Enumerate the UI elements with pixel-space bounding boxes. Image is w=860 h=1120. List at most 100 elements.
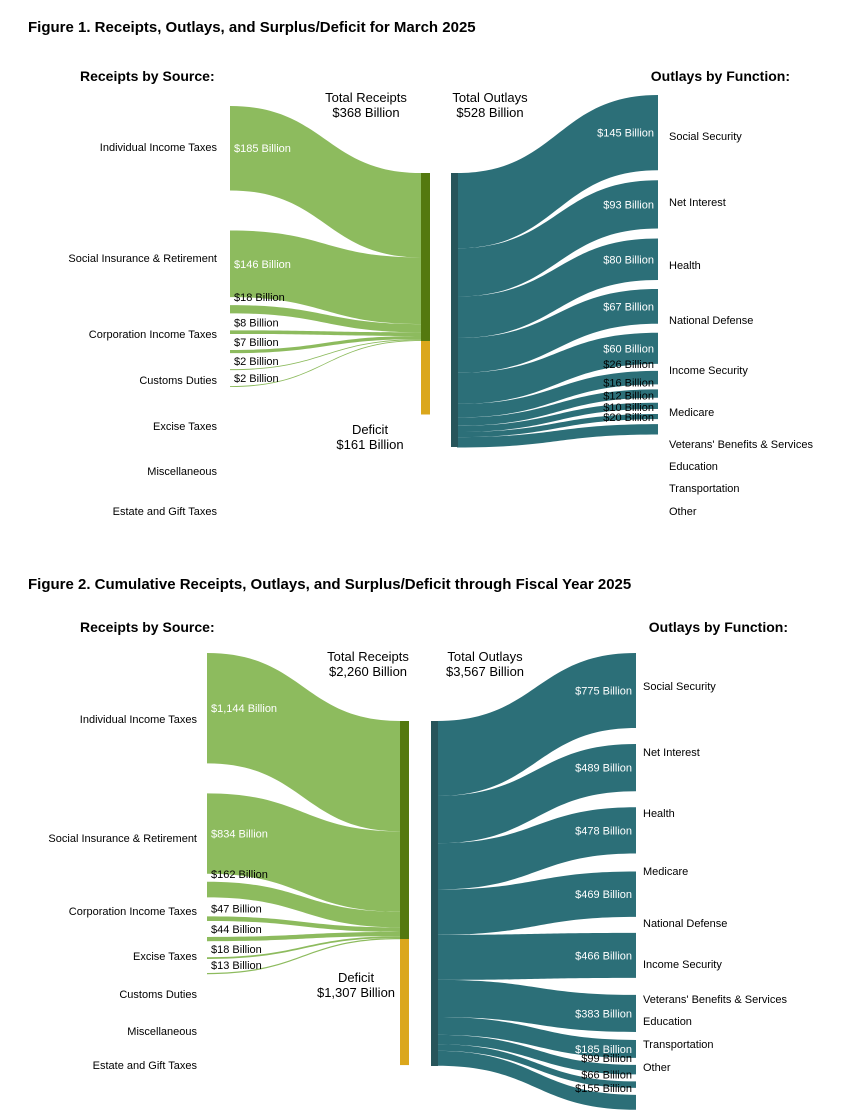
- outlay-name-transportation: Transportation: [669, 483, 740, 495]
- receipts-heading: Receipts by Source:: [80, 68, 215, 84]
- outlay-value-education: $99 Billion: [581, 1053, 632, 1065]
- outlay-value-health: $478 Billion: [575, 825, 632, 837]
- receipt-name-miscellaneous: Miscellaneous: [147, 466, 217, 478]
- receipt-flow-corporation-income-taxes: [207, 881, 400, 928]
- outlay-flow-net-interest: [457, 180, 658, 297]
- receipt-value-estate-and-gift-taxes: $2 Billion: [234, 373, 279, 385]
- outlay-name-national-defense: National Defense: [669, 315, 753, 327]
- outlay-name-net-interest: Net Interest: [669, 197, 726, 209]
- flows: [230, 95, 658, 448]
- receipt-name-miscellaneous: Miscellaneous: [127, 1026, 197, 1038]
- outlay-name-national-defense: National Defense: [643, 918, 727, 930]
- outlay-flow-medicare: [437, 871, 636, 935]
- outlay-flow-income-security: [437, 979, 636, 1032]
- outlay-value-national-defense: $466 Billion: [575, 950, 632, 962]
- deficit-bar: [421, 341, 430, 415]
- receipt-name-corporation-income-taxes: Corporation Income Taxes: [69, 906, 198, 918]
- receipt-value-customs-duties: $44 Billion: [211, 924, 262, 936]
- receipt-flow-miscellaneous: [230, 339, 421, 371]
- total-receipts-value: $368 Billion: [332, 105, 399, 120]
- outlay-value-medicare: $26 Billion: [603, 359, 654, 371]
- outlay-name-veterans-benefits-services: Veterans' Benefits & Services: [643, 994, 787, 1006]
- receipt-flow-miscellaneous: [207, 936, 400, 959]
- total-receipts-label: Total Receipts: [325, 90, 407, 105]
- receipt-name-estate-and-gift-taxes: Estate and Gift Taxes: [93, 1060, 198, 1072]
- receipt-flow-excise-taxes: [230, 335, 421, 354]
- figure-1-sankey: Individual Income Taxes $185 Billion Socia…: [68, 68, 813, 518]
- outlay-name-other: Other: [669, 506, 697, 518]
- outlay-flow-national-defense: [437, 932, 636, 980]
- outlay-name-health: Health: [669, 260, 701, 272]
- total-receipts-bar: [400, 721, 409, 939]
- outlay-flow-transportation: [437, 1044, 636, 1088]
- receipt-flow-individual-income-taxes: [230, 106, 421, 258]
- outlay-value-income-security: $383 Billion: [575, 1008, 632, 1020]
- outlay-flow-national-defense: [457, 289, 658, 373]
- outlay-value-social-security: $775 Billion: [575, 685, 632, 697]
- outlay-flow-health: [457, 238, 658, 339]
- receipt-flow-individual-income-taxes: [207, 653, 400, 832]
- outlay-flow-transportation: [457, 413, 658, 438]
- outlay-value-net-interest: $93 Billion: [603, 199, 654, 211]
- receipt-value-individual-income-taxes: $1,144 Billion: [211, 703, 277, 715]
- outlay-value-income-security: $60 Billion: [603, 343, 654, 355]
- outlay-name-medicare: Medicare: [643, 866, 688, 878]
- outlay-value-other: $20 Billion: [603, 412, 654, 424]
- outlay-flow-social-security: [437, 653, 636, 796]
- outlay-value-social-security: $145 Billion: [597, 128, 654, 140]
- figure-2-sankey: Individual Income Taxes $1,144 Billion Soc…: [48, 619, 788, 1110]
- receipt-value-customs-duties: $8 Billion: [234, 317, 279, 329]
- deficit-label: Deficit: [338, 970, 375, 985]
- total-outlays-bar: [431, 721, 438, 1066]
- outlay-name-veterans-benefits-services: Veterans' Benefits & Services: [669, 439, 813, 451]
- outlay-flow-medicare: [457, 370, 658, 418]
- receipt-value-estate-and-gift-taxes: $13 Billion: [211, 960, 262, 972]
- total-receipts-value: $2,260 Billion: [329, 664, 407, 679]
- outlay-value-national-defense: $67 Billion: [603, 301, 654, 313]
- figure-2-title: Figure 2. Cumulative Receipts, Outlays, …: [28, 576, 632, 593]
- receipt-flow-social-insurance-retirement: [207, 793, 400, 912]
- outlays-heading: Outlays by Function:: [649, 619, 788, 635]
- outlay-flow-veterans-benefits-services: [457, 389, 658, 426]
- receipt-flow-estate-and-gift-taxes: [230, 340, 421, 387]
- outlay-flow-education: [457, 402, 658, 432]
- deficit-bar: [400, 939, 409, 1066]
- total-outlays-value: $3,567 Billion: [446, 664, 524, 679]
- total-outlays-label: Total Outlays: [447, 649, 523, 664]
- outlays-heading: Outlays by Function:: [651, 68, 790, 84]
- outlay-value-veterans-benefits-services: $185 Billion: [575, 1044, 632, 1056]
- total-outlays-bar: [451, 173, 458, 447]
- outlay-value-veterans-benefits-services: $16 Billion: [603, 377, 654, 389]
- deficit-label: Deficit: [352, 422, 389, 437]
- outlay-name-income-security: Income Security: [669, 365, 748, 377]
- receipt-flow-corporation-income-taxes: [230, 305, 421, 333]
- outlay-value-health: $80 Billion: [603, 254, 654, 266]
- outlay-value-other: $155 Billion: [575, 1083, 632, 1095]
- receipt-value-excise-taxes: $7 Billion: [234, 337, 279, 349]
- outlay-name-net-interest: Net Interest: [643, 747, 700, 759]
- outlay-value-net-interest: $489 Billion: [575, 763, 632, 775]
- outlay-flow-other: [457, 424, 658, 448]
- outlay-value-education: $12 Billion: [603, 391, 654, 403]
- outlay-flow-education: [437, 1034, 636, 1075]
- outlay-name-transportation: Transportation: [643, 1039, 714, 1051]
- outlay-name-social-security: Social Security: [669, 131, 742, 143]
- receipt-name-social-insurance-retirement: Social Insurance & Retirement: [48, 833, 197, 845]
- receipts-heading: Receipts by Source:: [80, 619, 215, 635]
- outlay-flow-income-security: [457, 332, 658, 404]
- receipt-flow-social-insurance-retirement: [230, 230, 421, 325]
- outlay-name-health: Health: [643, 808, 675, 820]
- receipt-flow-customs-duties: [207, 931, 400, 942]
- outlay-name-income-security: Income Security: [643, 959, 722, 971]
- deficit-value: $161 Billion: [336, 437, 403, 452]
- receipt-value-miscellaneous: $18 Billion: [211, 944, 262, 956]
- outlay-flow-veterans-benefits-services: [437, 1016, 636, 1058]
- receipt-value-corporation-income-taxes: $18 Billion: [234, 292, 285, 304]
- outlay-name-other: Other: [643, 1062, 671, 1074]
- receipt-name-estate-and-gift-taxes: Estate and Gift Taxes: [113, 506, 218, 518]
- outlay-flow-net-interest: [437, 743, 636, 844]
- receipt-name-customs-duties: Customs Duties: [119, 989, 197, 1001]
- outlay-flow-health: [437, 807, 636, 890]
- total-receipts-label: Total Receipts: [327, 649, 409, 664]
- figure-1: Figure 1. Receipts, Outlays, and Surplus…: [28, 19, 813, 518]
